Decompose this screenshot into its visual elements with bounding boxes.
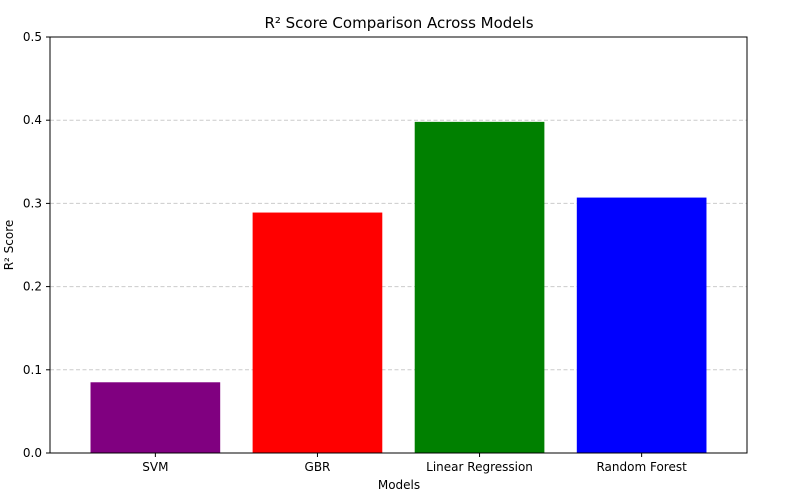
chart-title: R² Score Comparison Across Models	[264, 14, 533, 32]
x-tick-label: SVM	[142, 460, 168, 474]
x-tick-label: Random Forest	[596, 460, 687, 474]
bar-svm	[90, 382, 221, 453]
y-tick-label: 0.0	[23, 446, 42, 460]
bar-linear-regression	[414, 121, 545, 453]
bars	[90, 121, 707, 453]
y-axis-ticks: 0.0 0.1 0.2 0.3 0.4 0.5	[23, 30, 50, 460]
x-axis-label: Models	[378, 478, 420, 492]
x-tick-label: GBR	[305, 460, 331, 474]
plot-frame	[49, 36, 748, 454]
bar-random-forest	[576, 197, 707, 453]
y-tick-label: 0.1	[23, 363, 42, 377]
y-tick-label: 0.3	[23, 196, 42, 210]
bar-gbr	[252, 212, 383, 453]
y-tick-label: 0.4	[23, 113, 42, 127]
x-tick-label: Linear Regression	[426, 460, 533, 474]
y-tick-label: 0.2	[23, 280, 42, 294]
y-axis-label: R² Score	[2, 220, 16, 271]
y-tick-label: 0.5	[23, 30, 42, 44]
x-axis-ticks: SVM GBR Linear Regression Random Forest	[142, 453, 687, 474]
